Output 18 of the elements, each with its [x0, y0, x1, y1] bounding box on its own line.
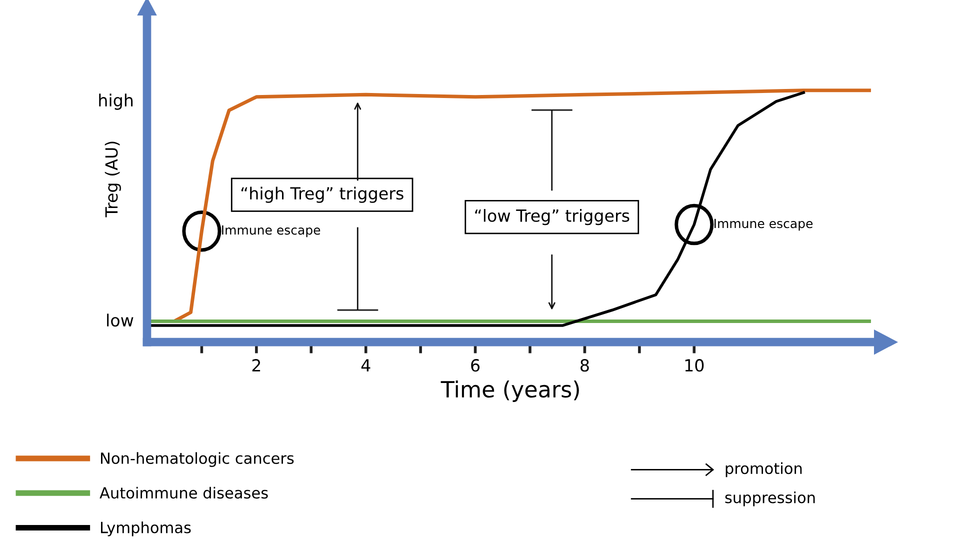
annotation: “high Treg” triggers	[241, 186, 404, 203]
text: low	[107, 314, 134, 327]
text: promotion	[726, 462, 802, 478]
y-axis-title: Treg (AU)	[104, 142, 121, 218]
x-tick-label: 4	[361, 359, 370, 372]
annotation: Immune escape	[714, 218, 813, 231]
annotation: Immune escape	[222, 225, 320, 238]
x-tick-label: 8	[580, 359, 589, 372]
x-tick-label: 10	[685, 359, 704, 372]
annotation: “low Treg” triggers	[475, 209, 630, 226]
legend-label: Lymphomas	[101, 521, 191, 536]
legend-label: Non-hematologic cancers	[101, 452, 294, 467]
x-axis-title: Time (years)	[440, 380, 579, 402]
text: high	[99, 94, 133, 110]
legend-label: Autoimmune diseases	[100, 486, 268, 499]
x-tick-label: 6	[471, 359, 480, 372]
text: suppression	[725, 491, 815, 506]
x-tick-label: 2	[252, 359, 260, 372]
